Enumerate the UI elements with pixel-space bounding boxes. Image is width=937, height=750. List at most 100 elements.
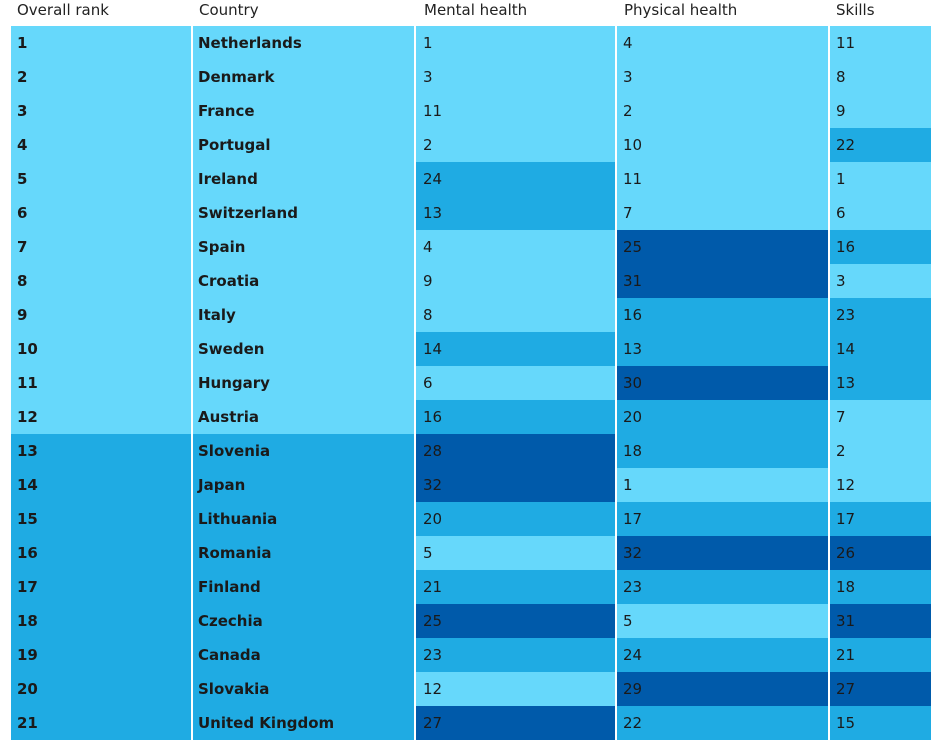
skills-cell: 21 — [830, 638, 931, 672]
country-cell: United Kingdom — [193, 706, 414, 740]
mental-health-cell: 5 — [416, 536, 615, 570]
rank-cell: 21 — [11, 706, 191, 740]
mental-health-cell: 20 — [416, 502, 615, 536]
skills-cell: 18 — [830, 570, 931, 604]
physical-health-cell: 18 — [617, 434, 828, 468]
header-mental-health: Mental health — [424, 1, 528, 19]
rank-cell: 19 — [11, 638, 191, 672]
mental-health-cell: 9 — [416, 264, 615, 298]
mental-health-cell: 23 — [416, 638, 615, 672]
country-cell: Romania — [193, 536, 414, 570]
physical-health-cell: 4 — [617, 26, 828, 60]
mental-health-cell: 28 — [416, 434, 615, 468]
mental-health-cell: 25 — [416, 604, 615, 638]
mental-health-cell: 27 — [416, 706, 615, 740]
country-cell: Spain — [193, 230, 414, 264]
mental-health-cell: 2 — [416, 128, 615, 162]
rank-cell: 12 — [11, 400, 191, 434]
skills-cell: 15 — [830, 706, 931, 740]
mental-health-cell: 8 — [416, 298, 615, 332]
skills-cell: 1 — [830, 162, 931, 196]
rank-cell: 4 — [11, 128, 191, 162]
table-header: Overall rank Country Mental health Physi… — [0, 0, 937, 26]
country-cell: Switzerland — [193, 196, 414, 230]
skills-cell: 12 — [830, 468, 931, 502]
physical-health-cell: 1 — [617, 468, 828, 502]
country-cell: Finland — [193, 570, 414, 604]
country-cell: Czechia — [193, 604, 414, 638]
physical-health-cell: 31 — [617, 264, 828, 298]
mental-health-cell: 1 — [416, 26, 615, 60]
mental-health-cell: 32 — [416, 468, 615, 502]
skills-cell: 6 — [830, 196, 931, 230]
rank-cell: 9 — [11, 298, 191, 332]
country-cell: Sweden — [193, 332, 414, 366]
mental-health-cell: 21 — [416, 570, 615, 604]
skills-cell: 26 — [830, 536, 931, 570]
header-overall-rank: Overall rank — [17, 1, 109, 19]
country-cell: Austria — [193, 400, 414, 434]
skills-cell: 11 — [830, 26, 931, 60]
physical-health-cell: 23 — [617, 570, 828, 604]
physical-health-cell: 11 — [617, 162, 828, 196]
skills-cell: 2 — [830, 434, 931, 468]
physical-health-cell: 22 — [617, 706, 828, 740]
rank-cell: 16 — [11, 536, 191, 570]
physical-health-cell: 5 — [617, 604, 828, 638]
country-cell: France — [193, 94, 414, 128]
country-cell: Denmark — [193, 60, 414, 94]
physical-health-cell: 7 — [617, 196, 828, 230]
physical-health-cell: 25 — [617, 230, 828, 264]
rank-cell: 8 — [11, 264, 191, 298]
skills-cell: 13 — [830, 366, 931, 400]
skills-cell: 14 — [830, 332, 931, 366]
skills-cell: 7 — [830, 400, 931, 434]
country-cell: Slovenia — [193, 434, 414, 468]
header-country: Country — [199, 1, 259, 19]
physical-health-cell: 10 — [617, 128, 828, 162]
country-cell: Hungary — [193, 366, 414, 400]
rank-cell: 1 — [11, 26, 191, 60]
rank-cell: 15 — [11, 502, 191, 536]
rank-cell: 18 — [11, 604, 191, 638]
rank-cell: 14 — [11, 468, 191, 502]
rank-cell: 17 — [11, 570, 191, 604]
physical-health-cell: 29 — [617, 672, 828, 706]
mental-health-cell: 24 — [416, 162, 615, 196]
physical-health-cell: 20 — [617, 400, 828, 434]
skills-cell: 27 — [830, 672, 931, 706]
skills-cell: 16 — [830, 230, 931, 264]
mental-health-cell: 14 — [416, 332, 615, 366]
rank-cell: 13 — [11, 434, 191, 468]
rank-cell: 11 — [11, 366, 191, 400]
country-cell: Croatia — [193, 264, 414, 298]
physical-health-cell: 2 — [617, 94, 828, 128]
physical-health-cell: 17 — [617, 502, 828, 536]
physical-health-cell: 3 — [617, 60, 828, 94]
rank-cell: 20 — [11, 672, 191, 706]
country-cell: Portugal — [193, 128, 414, 162]
country-cell: Netherlands — [193, 26, 414, 60]
rank-cell: 5 — [11, 162, 191, 196]
skills-cell: 9 — [830, 94, 931, 128]
physical-health-cell: 32 — [617, 536, 828, 570]
skills-cell: 3 — [830, 264, 931, 298]
skills-cell: 8 — [830, 60, 931, 94]
physical-health-cell: 24 — [617, 638, 828, 672]
skills-cell: 22 — [830, 128, 931, 162]
rank-cell: 2 — [11, 60, 191, 94]
country-cell: Italy — [193, 298, 414, 332]
skills-cell: 23 — [830, 298, 931, 332]
physical-health-cell: 13 — [617, 332, 828, 366]
rank-cell: 6 — [11, 196, 191, 230]
country-cell: Japan — [193, 468, 414, 502]
mental-health-cell: 3 — [416, 60, 615, 94]
mental-health-cell: 13 — [416, 196, 615, 230]
physical-health-cell: 30 — [617, 366, 828, 400]
rank-cell: 7 — [11, 230, 191, 264]
mental-health-cell: 11 — [416, 94, 615, 128]
country-cell: Lithuania — [193, 502, 414, 536]
skills-cell: 17 — [830, 502, 931, 536]
mental-health-cell: 6 — [416, 366, 615, 400]
header-physical-health: Physical health — [624, 1, 738, 19]
